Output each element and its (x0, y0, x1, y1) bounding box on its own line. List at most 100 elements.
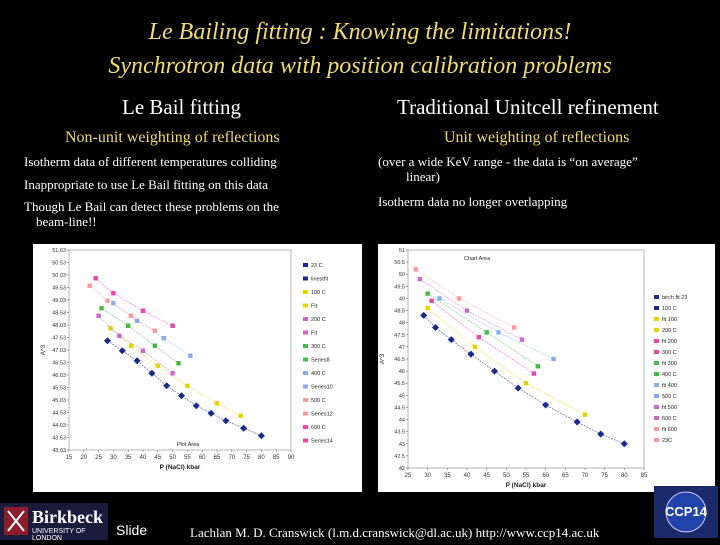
fit-line (419, 278, 523, 340)
data-point (437, 296, 442, 301)
legend-item: 300 C (311, 344, 326, 350)
legend-item: 300 C (662, 350, 677, 356)
data-point (542, 401, 550, 409)
data-point (152, 343, 158, 348)
data-point (417, 276, 422, 282)
x-tick-label: 75 (243, 455, 250, 461)
y-tick-label: 47.03 (52, 348, 66, 354)
data-point (188, 353, 193, 358)
y-tick-label: 43 (399, 442, 405, 448)
legend-swatch (654, 295, 659, 299)
data-point (163, 382, 171, 390)
y-axis-label: A^3 (380, 353, 386, 364)
y-tick-label: 47.53 (52, 336, 66, 342)
data-point (161, 336, 166, 341)
x-tick-label: 60 (199, 455, 206, 461)
data-point (496, 330, 501, 335)
data-point (490, 367, 499, 375)
x-tick-label: 50 (503, 473, 510, 479)
legend-swatch (303, 344, 308, 348)
left-heading: Le Bail fitting (122, 95, 241, 119)
y-tick-label: 46.5 (394, 357, 405, 363)
legend-item: 400 C (662, 372, 677, 378)
legend-swatch (654, 339, 659, 343)
y-tick-label: 43.53 (52, 436, 66, 442)
y-tick-label: 51.03 (52, 248, 66, 254)
data-point (128, 343, 134, 348)
legend-item: 500 C (662, 394, 677, 400)
x-tick-label: 50 (169, 455, 176, 461)
legend-swatch (303, 411, 308, 416)
data-point (148, 369, 156, 377)
data-point (425, 291, 430, 296)
y-tick-label: 45 (399, 393, 405, 399)
data-point (472, 344, 478, 350)
left-bullet-1: Isotherm data of different temperatures … (24, 154, 277, 169)
y-tick-label: 45.53 (52, 386, 66, 392)
data-point (207, 409, 215, 417)
legend-swatch (303, 276, 308, 281)
left-bullet-3: Though Le Bail can detect these problems… (24, 199, 279, 214)
birkbeck-logo: Birkbeck UNIVERSITY OF LONDON (0, 503, 108, 542)
fit-line (110, 328, 241, 417)
legend-item: Series10 (311, 385, 333, 391)
legend-swatch (303, 384, 308, 389)
fit-line (113, 303, 191, 357)
right-bullet-2: linear) (406, 169, 440, 184)
title-line-2: Synchrotron data with position calibrati… (108, 53, 612, 79)
data-point (140, 308, 146, 313)
fit-line (439, 298, 554, 360)
legend-swatch (303, 398, 308, 402)
data-point (531, 371, 537, 376)
legend-item: 23 C (311, 263, 323, 269)
x-tick-label: 35 (444, 473, 451, 479)
data-point (429, 298, 434, 304)
data-point (96, 313, 101, 318)
data-point (177, 392, 186, 400)
legend-swatch (654, 306, 659, 310)
legend-item: birch fit 23 (662, 295, 687, 301)
data-point (620, 440, 628, 448)
y-tick-label: 50.53 (52, 261, 66, 267)
left-chart-svg: 51.03 50.53 50.03 49.53 49.03 48.53 48.03 47.53… (41, 248, 333, 471)
ccp14-text: CCP14 (665, 504, 707, 519)
data-point (413, 267, 419, 272)
data-point (108, 326, 113, 331)
legend-item: fit 100 (662, 317, 677, 323)
data-point (582, 412, 588, 417)
y-tick-label: 48.53 (52, 311, 66, 317)
right-subheading: Unit weighting of reflections (444, 129, 630, 146)
legend-item: Series12 (311, 412, 333, 418)
legend-item: 200 C (662, 328, 677, 334)
legend-swatch (303, 438, 308, 443)
y-tick-label: 47 (399, 345, 405, 351)
data-point (99, 306, 104, 311)
right-chart: 51 50.5 50 49.5 49 48.5 48 47.5 47 46.5 46 45.5 45 44… (378, 244, 715, 492)
y-tick-label: 49 (399, 296, 405, 302)
data-point (103, 337, 112, 345)
data-point (87, 283, 92, 288)
data-point (152, 328, 158, 333)
x-tick-label: 35 (125, 455, 132, 461)
y-tick-label: 47.5 (394, 333, 405, 339)
data-point (105, 298, 110, 303)
data-point (134, 318, 140, 323)
x-axis-label: P (NaCl) kbar (506, 482, 547, 489)
legend-item: fit 600 (662, 427, 677, 433)
plot-area (68, 249, 292, 451)
legend-item: Series14 (311, 439, 333, 445)
slide-label: Slide (116, 522, 148, 538)
x-tick-label: 15 (66, 455, 73, 461)
data-point (523, 381, 529, 386)
y-tick-label: 42.5 (394, 454, 405, 460)
y-tick-label: 44.03 (52, 423, 66, 429)
y-tick-label: 50.5 (394, 260, 405, 266)
y-tick-label: 46.03 (52, 373, 66, 379)
data-point (240, 424, 248, 432)
legend-swatch (303, 425, 308, 429)
data-point (420, 311, 428, 319)
legend-swatch (654, 317, 659, 321)
y-tick-label: 51 (399, 248, 405, 254)
x-tick-label: 25 (95, 455, 102, 461)
x-tick-label: 20 (80, 455, 87, 461)
